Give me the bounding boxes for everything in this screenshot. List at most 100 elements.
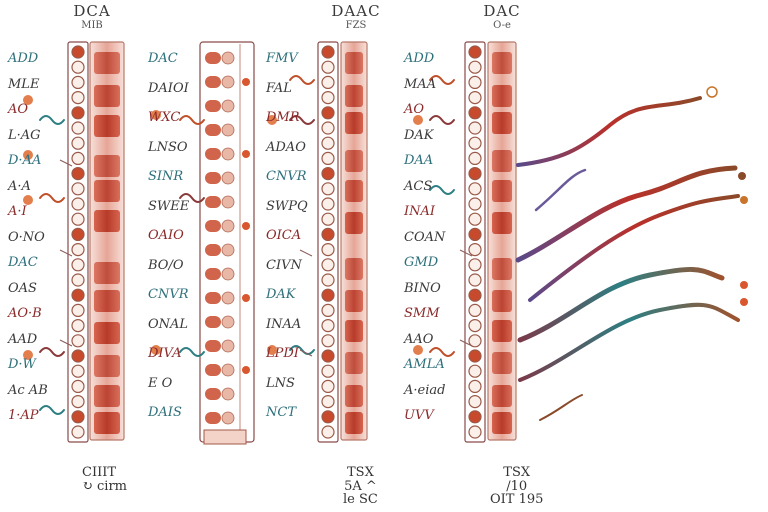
footer-line: /10 [506,478,528,494]
ladder-bead [468,410,482,424]
lane-label: AO [404,102,425,117]
ladder-bead [321,319,335,333]
ribbon-3 [515,165,738,263]
ladder-bead [321,258,335,272]
handwritten-stroke [39,347,65,357]
lane-label: OICA [266,228,302,243]
ladder-bead [468,75,482,90]
gel-band [492,290,512,312]
lane-label: LNS [266,375,295,391]
orange-marker [23,350,33,360]
pointer-line [59,159,73,167]
marker-dot [242,150,250,158]
pill-bead [221,147,235,161]
ladder-bead [321,75,335,90]
footer-line: OIT 195 [490,492,544,508]
pill-bead [221,75,235,89]
gel-band [492,320,512,342]
lane-label: ADD [8,51,39,66]
lane-label: A·eiad [404,382,446,398]
gel-band [492,112,512,134]
pill-bead [221,195,235,209]
ribbon-5 [517,267,725,343]
ladder-bead [468,60,482,74]
ladder-bead [468,243,482,257]
ladder-bead [468,197,482,211]
pill-bead [221,123,235,137]
ladder-bead [71,182,85,196]
ribbon-end [706,86,718,98]
lane-label: DMR [266,110,300,125]
ladder-bead [71,106,85,120]
pill-bead [205,148,221,160]
ladder-frame-3 [317,41,339,443]
handwritten-stroke [289,75,315,85]
lane-label: MAA [404,76,437,92]
pill-bead [221,171,235,185]
gel-band [94,180,120,202]
pointer-line [299,349,313,357]
ladder-bead [468,319,482,333]
handwritten-stroke [179,193,205,203]
ladder-bead [321,410,335,424]
footer-panel-1: CIIIT ↻ cirm [82,466,127,493]
pointer-line [459,339,473,347]
lane-label: DAC [8,255,38,270]
ladder-bead [321,45,335,59]
handwritten-stroke [429,115,455,125]
pill-bead [205,76,221,88]
pill-bead [221,243,235,257]
lane-label: ONAL [148,316,189,332]
lane-label: UVV [404,408,434,423]
ladder-bead [71,288,85,302]
footer-line: 5A ^ [344,478,377,494]
lane-label: OAIO [148,228,184,243]
ladder-bead [71,227,85,241]
ladder-bead [71,45,85,59]
ladder-bead [321,60,335,74]
handwritten-stroke [39,193,65,203]
pill-bead [221,99,235,113]
gel-band [94,355,120,377]
ribbon-end [740,196,748,204]
lane-label: BO/O [148,257,184,273]
ladder-bead [321,395,335,409]
gel-band [94,322,120,344]
pill-bead [221,219,235,233]
footer-panel-3: TSX 5A ^ le SC [343,466,378,507]
lane-label: CNVR [148,287,189,302]
ladder-bead [321,151,335,165]
gel-band [345,212,363,234]
lane-label: ACS [404,178,433,194]
header-subtitle: MIB [81,20,103,31]
ladder-bead [71,349,85,363]
pill-bead [221,387,235,401]
handwritten-stroke [179,347,205,357]
pill-bead [205,244,221,256]
lane-label: L·AG [8,127,41,143]
lane-label: D·AA [8,153,42,168]
ladder-bead [71,167,85,181]
gel-band [492,258,512,280]
header-panel-1: DCA MIB [62,4,122,31]
gel-band [94,85,120,107]
header-panel-4: DAC O-e [472,4,532,31]
ladder-bead [468,349,482,363]
handwritten-stroke [289,345,315,355]
marker-dot [242,366,250,374]
pill-bead [205,412,221,424]
ladder-bead [321,197,335,211]
ladder-bead [468,167,482,181]
lane-label: GMD [404,255,439,270]
gel-band [94,385,120,407]
ladder-bead [468,106,482,120]
header-title: DAC [483,2,521,20]
ladder-bead [71,75,85,90]
ladder-bead [71,136,85,150]
lane-label: A·A [8,178,31,194]
ladder-bead [468,90,482,105]
gel-band [492,180,512,202]
ladder-bead [71,410,85,424]
lane-label: AAD [8,331,38,347]
